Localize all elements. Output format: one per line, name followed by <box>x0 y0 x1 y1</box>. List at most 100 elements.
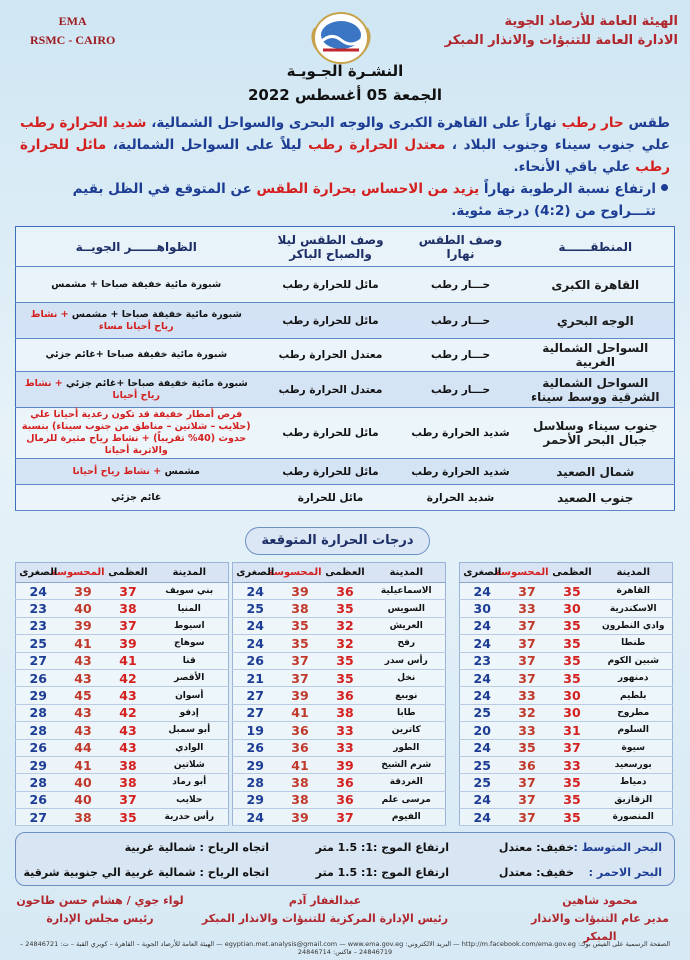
header-row: المدينة العظمى المحسوسة الصغرى <box>15 562 229 583</box>
text-segment: فرص أمطار خفيفة قد تكون رعدية أحيانا علي… <box>21 409 251 456</box>
temp-row: طابا 38 41 27 <box>232 704 446 723</box>
min-temp: 30 <box>459 599 505 618</box>
phenomena: فرص أمطار خفيفة قد تكون رعدية أحيانا علي… <box>15 407 257 459</box>
temp-row: الوادي 43 44 26 <box>15 739 229 757</box>
min-temp: 24 <box>459 686 505 705</box>
feel-temp: 37 <box>504 808 550 827</box>
feel-temp: 36 <box>277 721 323 740</box>
city: الطور <box>367 739 446 757</box>
bullet-dot <box>661 184 668 191</box>
signature: عبدالغفار آدم رئيس الإدارة المركزية للتنب… <box>190 892 460 928</box>
temp-row: نويبع 36 39 27 <box>232 686 446 705</box>
feel-temp: 43 <box>60 704 106 723</box>
temp-row: مطروح 30 32 25 <box>459 704 673 723</box>
text-segment: غائم جزئي <box>111 491 162 503</box>
city: نخل <box>367 669 446 688</box>
city: بني سويف <box>150 582 229 601</box>
temp-row: رفح 32 35 24 <box>232 634 446 653</box>
night-weather: مائل للحرارة رطب <box>256 407 405 459</box>
max-temp: 35 <box>105 808 151 827</box>
tbody: القاهرة 35 37 24 الاسكندرية 30 33 30 وادي النطرو… <box>459 582 673 827</box>
max-temp: 43 <box>105 739 151 757</box>
feel-temp: 41 <box>277 704 323 723</box>
max-temp: 43 <box>105 686 151 705</box>
min-temp: 24 <box>459 791 505 810</box>
temp-row: شبين الكوم 35 37 23 <box>459 652 673 670</box>
temp-row: نخل 35 37 21 <box>232 669 446 688</box>
column-header: وصف الطقس ليلا والصباح الباكر <box>256 226 405 267</box>
max-temp: 37 <box>549 739 595 757</box>
temp-row: اسيوط 37 39 23 <box>15 617 229 636</box>
temp-table: المدينة العظمى المحسوسة الصغرى بني سويف 37 39 2… <box>15 562 229 827</box>
min-temp: 24 <box>459 634 505 653</box>
temp-row: العريش 32 35 24 <box>232 617 446 636</box>
feel-temp: 43 <box>60 721 106 740</box>
city: الاسكندرية <box>594 599 673 618</box>
feel-temp: 43 <box>60 669 106 688</box>
table-row: الوجه البحري حـــار رطب مائل للحرارة رطب شب… <box>15 302 675 339</box>
column-header: العظمى <box>105 562 151 583</box>
column-header: المدينة <box>367 562 446 583</box>
night-weather: مائل للحرارة رطب <box>256 302 405 339</box>
text-segment: + نشاط رياح أحيانا <box>24 377 160 401</box>
summary: طقس حار رطب نهاراً على القاهرة الكبرى وا… <box>20 112 670 178</box>
text-segment: + نشاط رياح أحيانا <box>72 465 162 477</box>
city: وادي النطرون <box>594 617 673 636</box>
max-temp: 35 <box>549 582 595 601</box>
max-temp: 35 <box>549 634 595 653</box>
text-segment: ارتفاع نسبة الرطوبة نهاراً <box>479 181 656 197</box>
table-row: السواحل الشمالية الشرقية ووسط سيناء حـــا… <box>15 371 675 408</box>
header-row: المنطقــــــة وصف الطقس نهارا وصف الطقس لي… <box>15 226 675 267</box>
thead: المدينة العظمى المحسوسة الصغرى <box>232 562 446 583</box>
region: القاهرة الكبرى <box>516 266 675 303</box>
max-temp: 32 <box>322 634 368 653</box>
region: جنوب الصعيد <box>516 484 675 511</box>
city: السلوم <box>594 721 673 740</box>
temp-row: رأس سدر 35 37 26 <box>232 652 446 670</box>
city: القاهرة <box>594 582 673 601</box>
signer-role: مدير عام التنبؤات والانذار المبكر <box>531 912 669 943</box>
city: دمنهور <box>594 669 673 688</box>
column-header: الصغرى <box>15 562 61 583</box>
night-weather: مائل للحرارة <box>256 484 405 511</box>
text-segment: ليلاً على السواحل الشمالية، <box>106 137 309 153</box>
min-temp: 24 <box>459 669 505 688</box>
sea-label: البحر المتوسط : <box>573 841 662 854</box>
min-temp: 29 <box>232 791 278 810</box>
text-segment: + نشاط رياح أحيانا مساء <box>30 308 174 332</box>
feel-temp: 38 <box>277 791 323 810</box>
min-temp: 24 <box>459 739 505 757</box>
city: الأقصر <box>150 669 229 688</box>
day-weather: حـــار رطب <box>404 266 517 303</box>
feel-temp: 39 <box>277 686 323 705</box>
city: دمياط <box>594 773 673 792</box>
text-segment: شبورة مائية خفيفة صباحا + مشمس <box>51 278 222 290</box>
max-temp: 38 <box>105 773 151 792</box>
min-temp: 23 <box>15 599 61 618</box>
city: شبين الكوم <box>594 652 673 670</box>
min-temp: 24 <box>232 808 278 827</box>
max-temp: 32 <box>322 617 368 636</box>
temp-row: الأقصر 42 43 26 <box>15 669 229 688</box>
city: الفيوم <box>367 808 446 827</box>
max-temp: 36 <box>322 686 368 705</box>
temp-row: القاهرة 35 37 24 <box>459 582 673 601</box>
min-temp: 24 <box>459 582 505 601</box>
column-header: المحسوسة <box>268 562 323 583</box>
feel-temp: 33 <box>504 686 550 705</box>
city: أسوان <box>150 686 229 705</box>
sea-row: البحر الاحمر : خفيف: معتدل ارتفاع الموج :1… <box>16 861 674 885</box>
phenomena: شبورة مائية خفيفة صباحا +غائم جزئي <box>15 338 257 372</box>
min-temp: 27 <box>15 652 61 670</box>
feel-temp: 40 <box>60 791 106 810</box>
city: سيوة <box>594 739 673 757</box>
city: الزقازيق <box>594 791 673 810</box>
bulletin-date: الجمعة 05 أغسطس 2022 <box>248 86 442 104</box>
feel-temp: 40 <box>60 599 106 618</box>
region: الوجه البحري <box>516 302 675 339</box>
feel-temp: 35 <box>277 617 323 636</box>
feel-temp: 40 <box>60 773 106 792</box>
min-temp: 28 <box>15 704 61 723</box>
max-temp: 30 <box>549 599 595 618</box>
temp-row: قنا 41 43 27 <box>15 652 229 670</box>
